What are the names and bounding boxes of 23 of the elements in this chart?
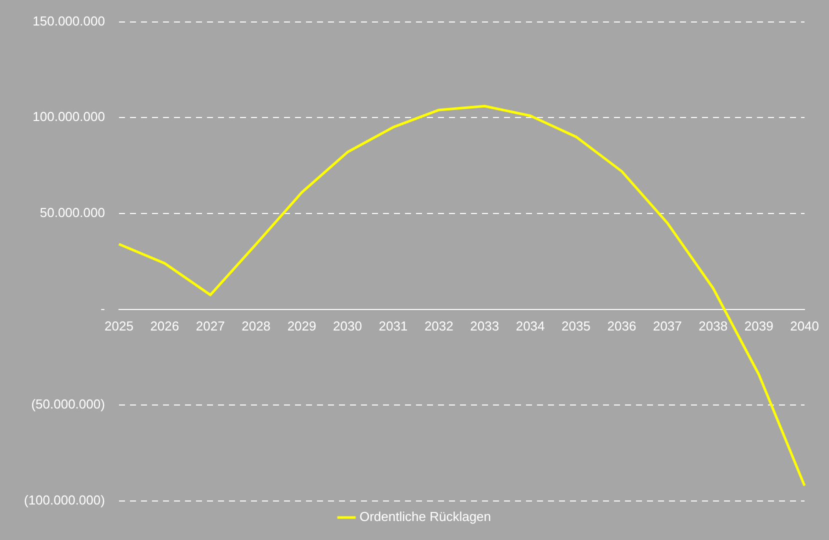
x-tick-label: 2032 (424, 318, 454, 334)
x-tick-label: 2029 (287, 318, 316, 334)
x-tick-label: 2025 (104, 318, 134, 334)
y-tick-label: (100.000.000) (24, 492, 105, 508)
y-tick-label: 100.000.000 (32, 109, 105, 124)
x-tick-label: 2031 (378, 318, 408, 334)
y-tick-label: (50.000.000) (31, 396, 105, 412)
x-tick-label: 2028 (242, 318, 271, 334)
x-tick-label: 2036 (607, 318, 636, 334)
x-tick-label: 2037 (652, 318, 682, 334)
legend-label: Ordentliche Rücklagen (359, 509, 492, 524)
y-tick-label: - (100, 300, 105, 316)
x-tick-label: 2033 (470, 318, 500, 334)
x-tick-label: 2030 (333, 318, 362, 334)
y-tick-label: 50.000.000 (40, 205, 105, 220)
x-tick-label: 2040 (790, 318, 819, 334)
x-tick-label: 2034 (516, 318, 545, 334)
x-tick-label: 2027 (196, 318, 225, 334)
x-tick-label: 2035 (562, 318, 590, 334)
x-tick-label: 2039 (744, 318, 774, 334)
x-tick-label: 2026 (150, 318, 180, 334)
y-tick-label: 150.000.000 (32, 13, 105, 28)
x-tick-label: 2038 (698, 318, 728, 334)
